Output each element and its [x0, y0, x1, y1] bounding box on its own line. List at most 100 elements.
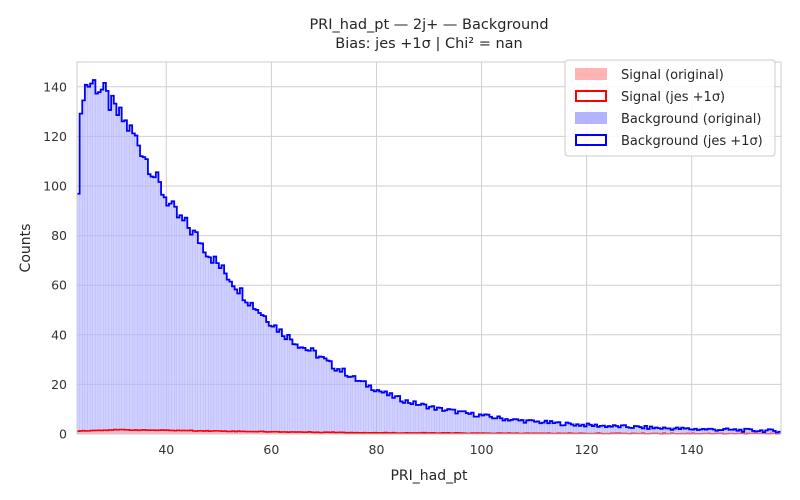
background-original-bar — [481, 415, 485, 435]
background-original-bar — [150, 176, 154, 435]
background-original-bar — [465, 412, 469, 435]
signal-original-bar — [213, 430, 217, 434]
background-original-bar — [507, 420, 511, 435]
signal-original-bar — [302, 432, 306, 434]
background-original-bar — [413, 401, 417, 435]
signal-original-bar — [79, 430, 83, 434]
background-original-bar — [208, 257, 212, 435]
background-original-bar — [273, 325, 277, 435]
background-original-bar — [376, 389, 380, 435]
x-tick-label: 100 — [470, 442, 494, 457]
background-original-bar — [105, 90, 109, 435]
signal-original-bar — [224, 431, 227, 434]
background-original-bar — [365, 386, 369, 435]
x-tick-label: 120 — [575, 442, 599, 457]
background-original-bar — [541, 422, 545, 435]
background-original-bar — [244, 302, 248, 435]
signal-original-bar — [245, 431, 248, 434]
background-original-bar — [223, 273, 227, 435]
background-original-bar — [95, 93, 99, 435]
histogram-step-lines — [77, 79, 781, 435]
background-original-bar — [218, 267, 222, 435]
background-original-bar — [176, 217, 180, 435]
background-original-bar — [213, 256, 217, 435]
signal-original-bar — [84, 430, 88, 434]
signal-original-bar — [176, 430, 180, 434]
background-original-bar — [187, 227, 191, 435]
x-tick-label: 40 — [158, 442, 174, 457]
background-original-bar — [166, 205, 170, 435]
background-original-bar — [329, 361, 332, 435]
signal-original-bar — [203, 431, 206, 434]
signal-original-bar — [281, 431, 285, 434]
background-original-bar — [447, 408, 451, 435]
background-original-bar — [174, 206, 177, 435]
background-original-bar — [129, 125, 133, 435]
background-original-bar — [460, 411, 464, 435]
background-original-bar — [281, 335, 285, 435]
y-axis-label: Counts — [18, 224, 34, 273]
y-tick-label: 60 — [51, 278, 67, 293]
background-original-bar — [118, 107, 122, 435]
background-original-bar — [89, 83, 93, 435]
background-original-bar — [462, 411, 466, 435]
signal-original-bar — [119, 429, 122, 434]
background-original-bar — [231, 286, 235, 435]
background-original-bar — [160, 194, 164, 435]
signal-original-bar — [158, 430, 162, 434]
background-original-bar — [103, 82, 107, 435]
signal-original-bar — [323, 432, 327, 434]
background-original-bar — [252, 308, 256, 435]
background-original-bar — [134, 135, 138, 435]
background-original-bar — [113, 103, 117, 435]
background-original-bar — [378, 391, 382, 435]
signal-original-bar — [284, 431, 288, 434]
background-original-bar — [389, 392, 393, 435]
signal-original-bar — [168, 430, 172, 434]
background-original-bar — [168, 203, 172, 435]
background-original-bar — [441, 410, 445, 435]
background-original-bar — [205, 256, 209, 435]
background-original-bar — [126, 130, 130, 435]
background-original-bar — [171, 201, 175, 435]
y-axis-ticks: 0 20 40 60 80 100 120 140 — [43, 79, 67, 441]
background-original-bar — [528, 419, 532, 435]
signal-original-bar — [77, 431, 80, 434]
background-jes-step-line — [77, 79, 781, 434]
signal-original-bar — [274, 431, 277, 434]
background-original-bar — [476, 416, 480, 435]
background-original-bar — [100, 89, 104, 435]
background-original-bar — [247, 305, 251, 435]
background-original-bar — [489, 416, 493, 435]
signal-original-bar — [310, 432, 314, 434]
background-original-bar — [355, 380, 359, 435]
background-original-bar — [294, 344, 298, 435]
background-original-bar — [116, 114, 120, 435]
background-original-bar — [323, 358, 327, 435]
signal-original-bar — [174, 430, 177, 434]
background-original-bar — [339, 371, 343, 435]
y-tick-label: 100 — [43, 179, 67, 194]
background-original-bar — [444, 410, 448, 435]
background-original-bar — [92, 79, 96, 435]
signal-original-bar — [263, 431, 267, 434]
background-original-bar — [410, 403, 414, 435]
signal-original-bar — [124, 429, 127, 434]
signal-jes-step-line — [77, 428, 781, 435]
signal-original-bar — [182, 430, 185, 434]
signal-original-bar — [163, 430, 167, 434]
signal-original-bar — [255, 431, 259, 434]
background-original-bar — [468, 413, 472, 435]
signal-original-bar — [305, 432, 309, 434]
y-tick-label: 140 — [43, 79, 67, 94]
background-original-bar — [265, 321, 269, 435]
background-original-bar — [313, 350, 317, 435]
y-tick-label: 0 — [59, 427, 67, 442]
signal-original-bar — [266, 431, 269, 434]
y-tick-label: 120 — [43, 129, 67, 144]
signal-original-bar — [121, 429, 125, 434]
background-original-bar — [255, 309, 259, 435]
background-original-bar — [436, 407, 440, 435]
signal-original-bar — [153, 430, 156, 434]
background-original-bar — [237, 293, 241, 435]
